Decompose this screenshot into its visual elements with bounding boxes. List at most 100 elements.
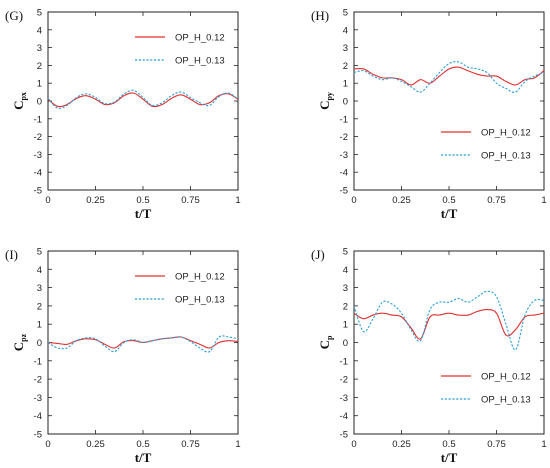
y-tick-label: -4 <box>340 168 348 179</box>
y-tick-label: -2 <box>34 375 42 386</box>
y-tick-label: 4 <box>343 265 348 276</box>
x-tick-label: 0 <box>351 439 356 450</box>
legend-label-1: OP_H_0.12 <box>481 128 531 139</box>
y-tick-label: 3 <box>37 43 42 54</box>
x-tick-label: 0.75 <box>487 195 506 206</box>
y-tick-label: -1 <box>34 356 42 367</box>
series-line-1 <box>48 336 238 349</box>
y-tick-label: 2 <box>343 301 348 312</box>
y-tick-label: 5 <box>343 8 348 19</box>
y-tick-label: 0 <box>37 97 42 108</box>
y-tick-label: 1 <box>37 79 42 90</box>
y-tick-label: 0 <box>343 338 348 349</box>
series-line-1 <box>48 92 238 108</box>
y-tick-label: 2 <box>343 61 348 72</box>
x-axis-label: t/T <box>135 450 152 465</box>
legend-label-1: OP_H_0.12 <box>175 272 225 283</box>
panel-label: (J) <box>311 247 325 262</box>
y-axis-label-main: C <box>317 101 332 110</box>
y-tick-label: -1 <box>340 114 348 125</box>
y-axis-label: Cpx <box>11 92 28 110</box>
plot-frame <box>353 11 545 191</box>
legend-label-2: OP_H_0.13 <box>481 151 531 162</box>
x-tick-label: 0.75 <box>487 439 506 450</box>
y-tick-label: 2 <box>37 301 42 312</box>
y-tick-label: -1 <box>34 114 42 125</box>
x-tick-label: 0.25 <box>86 439 105 450</box>
x-tick-label: 0.5 <box>136 439 149 450</box>
x-tick-label: 0.75 <box>181 195 200 206</box>
x-tick-label: 1 <box>235 195 240 206</box>
y-tick-label: -2 <box>340 132 348 143</box>
x-axis-label: t/T <box>135 206 152 221</box>
y-tick-label: -5 <box>34 430 42 441</box>
y-tick-label: 1 <box>37 320 42 331</box>
y-tick-label: -2 <box>340 375 348 386</box>
series-line-1 <box>354 66 544 86</box>
y-axis-label: Cp <box>317 335 334 349</box>
x-tick-label: 0 <box>351 195 356 206</box>
chart-panel-1: -5 -4 -3 -2 -1 0 1 2 3 4 5 0 0.25 0.5 0.75 1 (G) t/T Cpx OP… <box>5 8 241 222</box>
chart-panel-3: -5 -4 -3 -2 -1 0 1 2 3 4 5 0 0.25 0.5 0.75 1 (I) t/T Cpz OP… <box>5 247 241 466</box>
y-tick-label: -4 <box>340 411 348 422</box>
x-tick-label: 0.25 <box>392 195 411 206</box>
x-tick-label: 0 <box>45 439 50 450</box>
series-line-2 <box>48 335 238 353</box>
y-tick-label: 3 <box>37 283 42 294</box>
x-tick-label: 0 <box>45 195 50 206</box>
y-tick-label: -1 <box>340 356 348 367</box>
y-axis-label: Cpz <box>11 333 28 351</box>
y-tick-label: 4 <box>37 265 42 276</box>
panel-label: (H) <box>311 8 329 23</box>
y-tick-label: -4 <box>34 168 42 179</box>
x-tick-label: 0.5 <box>442 439 455 450</box>
x-axis-label: t/T <box>441 206 458 221</box>
x-tick-label: 0.5 <box>442 195 455 206</box>
panel-label: (I) <box>5 247 18 262</box>
series-line-2 <box>48 89 238 110</box>
x-tick-label: 1 <box>541 195 546 206</box>
y-tick-label: 4 <box>343 25 348 36</box>
y-tick-label: 1 <box>343 79 348 90</box>
y-tick-label: 2 <box>37 61 42 72</box>
y-tick-label: -2 <box>34 132 42 143</box>
legend-label-1: OP_H_0.12 <box>175 33 225 44</box>
x-tick-label: 0.5 <box>136 195 149 206</box>
y-tick-label: 5 <box>37 247 42 258</box>
series-line-2 <box>354 61 544 93</box>
y-axis-label-subscript: pz <box>19 333 28 341</box>
y-tick-label: -5 <box>340 430 348 441</box>
x-axis-label: t/T <box>441 450 458 465</box>
y-axis-label: Cpy <box>317 92 334 110</box>
y-tick-label: 4 <box>37 25 42 36</box>
y-axis-label-main: C <box>317 340 332 349</box>
y-axis-label-subscript: p <box>325 335 334 340</box>
y-tick-label: -3 <box>340 393 348 404</box>
y-axis-label-subscript: py <box>325 92 334 100</box>
legend-label-2: OP_H_0.13 <box>175 56 225 67</box>
y-axis-label-main: C <box>11 342 26 351</box>
series-line-1 <box>354 308 544 340</box>
y-axis-label-subscript: px <box>19 92 28 100</box>
series-line-2 <box>354 290 544 351</box>
y-tick-label: -5 <box>340 186 348 197</box>
y-tick-label: -3 <box>340 150 348 161</box>
plot-frame <box>353 250 545 435</box>
legend-label-2: OP_H_0.13 <box>481 395 531 406</box>
y-tick-label: -3 <box>34 393 42 404</box>
legend-label-1: OP_H_0.12 <box>481 372 531 383</box>
x-tick-label: 1 <box>235 439 240 450</box>
x-tick-label: 0.25 <box>86 195 105 206</box>
chart-panel-2: -5 -4 -3 -2 -1 0 1 2 3 4 5 0 0.25 0.5 0.75 1 (H) t/T Cpy OP… <box>311 8 547 222</box>
y-tick-label: 3 <box>343 283 348 294</box>
y-tick-label: -5 <box>34 186 42 197</box>
x-tick-label: 1 <box>541 439 546 450</box>
x-tick-label: 0.75 <box>181 439 200 450</box>
y-tick-label: 1 <box>343 320 348 331</box>
y-tick-label: 5 <box>37 8 42 19</box>
panel-label: (G) <box>5 8 23 23</box>
y-axis-label-main: C <box>11 101 26 110</box>
y-tick-label: -4 <box>34 411 42 422</box>
x-tick-label: 0.25 <box>392 439 411 450</box>
